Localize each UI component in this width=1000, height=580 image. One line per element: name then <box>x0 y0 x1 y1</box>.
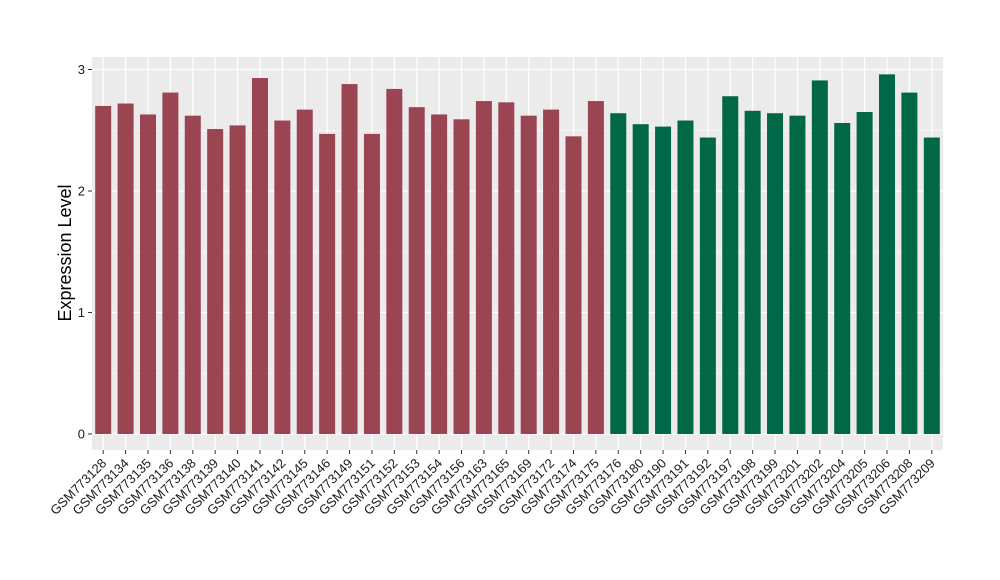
bar <box>811 80 828 434</box>
bar <box>834 122 851 435</box>
bar <box>251 78 268 434</box>
y-axis: 0 1 2 3 <box>78 62 92 442</box>
bars <box>95 74 940 435</box>
bar <box>453 119 470 434</box>
bar <box>341 84 358 434</box>
bar <box>139 114 156 434</box>
bar <box>95 105 112 434</box>
y-tick-label: 1 <box>78 305 85 320</box>
bar <box>789 115 806 435</box>
bar <box>520 115 537 435</box>
bar <box>610 113 627 435</box>
bar <box>879 74 896 435</box>
bar <box>408 107 425 434</box>
bar <box>184 115 201 435</box>
bar <box>475 101 492 434</box>
bar <box>363 133 380 434</box>
bar <box>543 109 560 434</box>
bar <box>856 112 873 435</box>
bar <box>319 133 336 434</box>
bar <box>386 88 403 434</box>
bar <box>699 137 716 435</box>
x-axis: GSM773128GSM773134GSM773135GSM773136GSM7… <box>47 450 938 518</box>
bar <box>207 129 224 434</box>
bar <box>901 92 918 435</box>
bar <box>677 120 694 434</box>
y-axis-title: Expression Level <box>55 184 75 321</box>
bar <box>632 124 649 435</box>
y-tick-label: 3 <box>78 62 85 77</box>
bar <box>162 92 179 435</box>
bar <box>274 120 291 434</box>
y-tick-label: 0 <box>78 427 85 442</box>
bar <box>296 109 313 434</box>
bar <box>744 110 761 434</box>
bar <box>498 102 515 435</box>
bar <box>117 103 134 435</box>
bar <box>655 126 672 434</box>
bar <box>229 125 246 434</box>
bar <box>722 96 739 434</box>
bar <box>923 137 940 435</box>
bar <box>767 113 784 435</box>
y-tick-label: 2 <box>78 184 85 199</box>
bar <box>587 101 604 434</box>
bar <box>565 136 582 434</box>
bar <box>431 114 448 434</box>
